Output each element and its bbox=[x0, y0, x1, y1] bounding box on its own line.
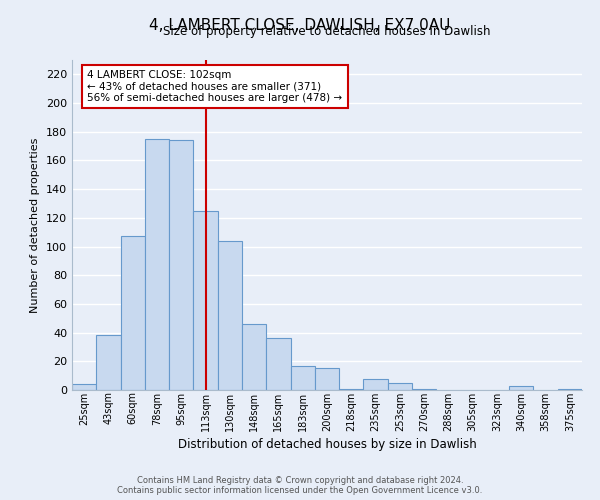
Bar bbox=[72, 384, 96, 390]
Title: Size of property relative to detached houses in Dawlish: Size of property relative to detached ho… bbox=[163, 25, 491, 38]
Text: 4 LAMBERT CLOSE: 102sqm
← 43% of detached houses are smaller (371)
56% of semi-d: 4 LAMBERT CLOSE: 102sqm ← 43% of detache… bbox=[88, 70, 343, 103]
Bar bbox=[266, 338, 290, 390]
Bar bbox=[290, 366, 315, 390]
Text: 4, LAMBERT CLOSE, DAWLISH, EX7 0AU: 4, LAMBERT CLOSE, DAWLISH, EX7 0AU bbox=[149, 18, 451, 32]
Bar bbox=[412, 388, 436, 390]
Bar bbox=[388, 383, 412, 390]
Bar bbox=[509, 386, 533, 390]
Bar bbox=[364, 378, 388, 390]
Bar bbox=[315, 368, 339, 390]
Bar bbox=[242, 324, 266, 390]
Y-axis label: Number of detached properties: Number of detached properties bbox=[31, 138, 40, 312]
Bar bbox=[121, 236, 145, 390]
Bar bbox=[96, 336, 121, 390]
Bar bbox=[218, 241, 242, 390]
Bar bbox=[169, 140, 193, 390]
Text: Contains HM Land Registry data © Crown copyright and database right 2024.
Contai: Contains HM Land Registry data © Crown c… bbox=[118, 476, 482, 495]
Bar bbox=[339, 388, 364, 390]
Bar bbox=[558, 388, 582, 390]
Bar bbox=[193, 210, 218, 390]
Bar bbox=[145, 139, 169, 390]
X-axis label: Distribution of detached houses by size in Dawlish: Distribution of detached houses by size … bbox=[178, 438, 476, 450]
